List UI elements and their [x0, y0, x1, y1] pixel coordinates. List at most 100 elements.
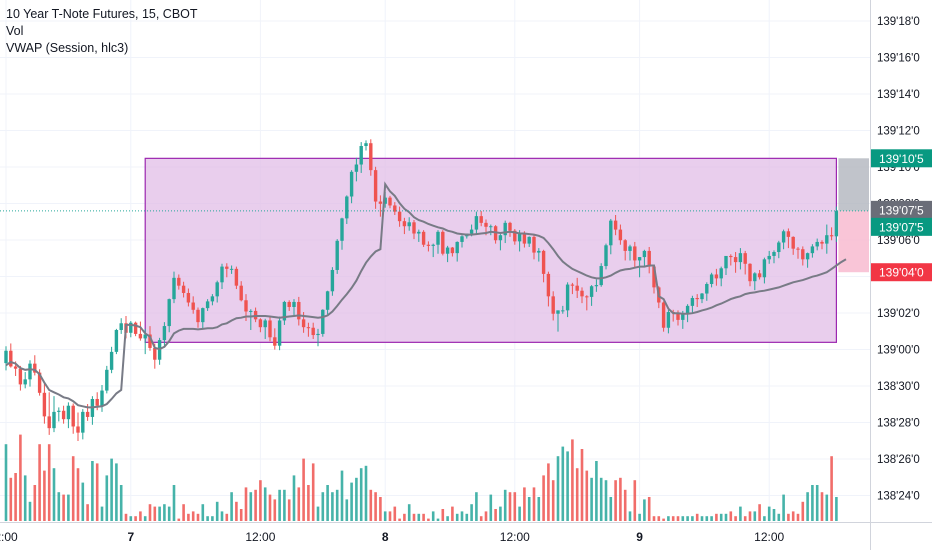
legend-vwap[interactable]: VWAP (Session, hlc3) — [6, 41, 129, 55]
volume-bar — [244, 487, 248, 521]
legend-symbol[interactable]: 10 Year T-Note Futures, 15, CBOT — [6, 7, 198, 21]
price-tick-label: 139'06'0 — [877, 235, 920, 247]
candle-body — [661, 302, 666, 328]
candle-body — [220, 266, 224, 283]
candle-body — [388, 197, 392, 206]
volume-bar — [187, 513, 190, 521]
candle-body — [834, 211, 839, 237]
candle-body — [249, 310, 253, 312]
candle-body — [647, 250, 651, 267]
time-tick-label: 7 — [127, 530, 134, 544]
price-tick-label: 139'18'0 — [877, 16, 920, 28]
candle-body — [301, 319, 306, 328]
volume-bar — [182, 504, 185, 521]
candle-body — [277, 320, 282, 346]
volume-bar — [369, 489, 373, 521]
volume-bar — [537, 497, 541, 521]
candle-body — [42, 392, 47, 417]
candle-body — [561, 310, 565, 312]
candle-body — [714, 274, 719, 279]
candle-body — [609, 220, 613, 246]
volume-bar — [33, 485, 37, 521]
volume-bar — [412, 513, 416, 521]
volume-bar — [302, 458, 305, 521]
volume-bar — [470, 504, 473, 521]
candle-body — [273, 337, 277, 346]
candle-body — [85, 411, 90, 417]
candle-body — [724, 255, 728, 269]
candle-body — [810, 246, 815, 254]
candle-body — [9, 350, 13, 367]
volume-bar — [407, 504, 411, 521]
candle-body — [469, 229, 474, 234]
volume-bar — [753, 511, 757, 521]
volume-bar — [811, 485, 814, 521]
volume-bar — [431, 511, 435, 521]
volume-bar — [38, 444, 41, 521]
volume-bar — [609, 497, 613, 521]
candle-body — [369, 143, 373, 171]
volume-bar — [724, 513, 728, 521]
volume-bar — [518, 506, 521, 521]
volume-bar — [585, 470, 589, 521]
price-tick-label: 139'14'0 — [877, 89, 920, 101]
candle-body — [556, 310, 560, 314]
price-tag — [871, 217, 932, 236]
volume-bar — [124, 513, 128, 521]
candle-body — [541, 250, 546, 274]
price-tag — [871, 200, 932, 219]
candle-body — [594, 285, 599, 287]
volume-bar — [599, 477, 603, 521]
candle-body — [729, 255, 733, 258]
volume-bar — [806, 492, 809, 521]
volume-bar — [455, 513, 459, 521]
candle-body — [551, 296, 555, 314]
volume-bar — [383, 511, 387, 521]
volume-bar — [422, 513, 425, 521]
volume-bar — [235, 501, 238, 521]
candle-body — [306, 327, 311, 329]
range-rectangle — [144, 157, 838, 343]
candle-body — [479, 216, 483, 223]
volume-bar — [734, 516, 737, 521]
candle-body — [287, 301, 291, 307]
candle-body — [4, 350, 8, 364]
volume-bar — [263, 487, 267, 521]
volume-bar — [551, 480, 555, 521]
price-tick-label: 138'30'0 — [877, 381, 920, 393]
candle-body — [705, 283, 709, 294]
candle-body — [196, 309, 200, 323]
candle-body — [695, 298, 699, 300]
price-tick-label: 138'24'0 — [877, 491, 920, 503]
volume-bar — [700, 516, 704, 521]
volume-bar — [172, 485, 176, 521]
candle-body — [100, 390, 104, 406]
candle-body — [148, 334, 152, 348]
volume-bar — [398, 518, 401, 521]
candle-body — [52, 411, 56, 429]
candle-body — [565, 284, 570, 311]
candle-body — [604, 245, 608, 267]
target-zone — [838, 158, 869, 211]
volume-bar — [374, 492, 377, 521]
candle-body — [825, 235, 829, 244]
volume-bar — [321, 492, 325, 521]
candle-body — [234, 268, 239, 286]
candle-body — [450, 247, 455, 254]
candle-body — [378, 201, 383, 204]
volume-bar — [403, 513, 406, 521]
candle-body — [637, 257, 642, 261]
candle-body — [508, 222, 512, 231]
volume-bar — [110, 458, 113, 521]
volume-bar — [273, 499, 277, 521]
volume-bar — [86, 504, 89, 521]
volume-bar — [715, 513, 718, 521]
legend-volume[interactable]: Vol — [6, 24, 24, 38]
volume-bar — [532, 487, 536, 521]
candle-body — [820, 241, 824, 244]
volume-bar — [167, 506, 171, 521]
candle-body — [340, 218, 344, 241]
volume-bar — [801, 501, 805, 521]
